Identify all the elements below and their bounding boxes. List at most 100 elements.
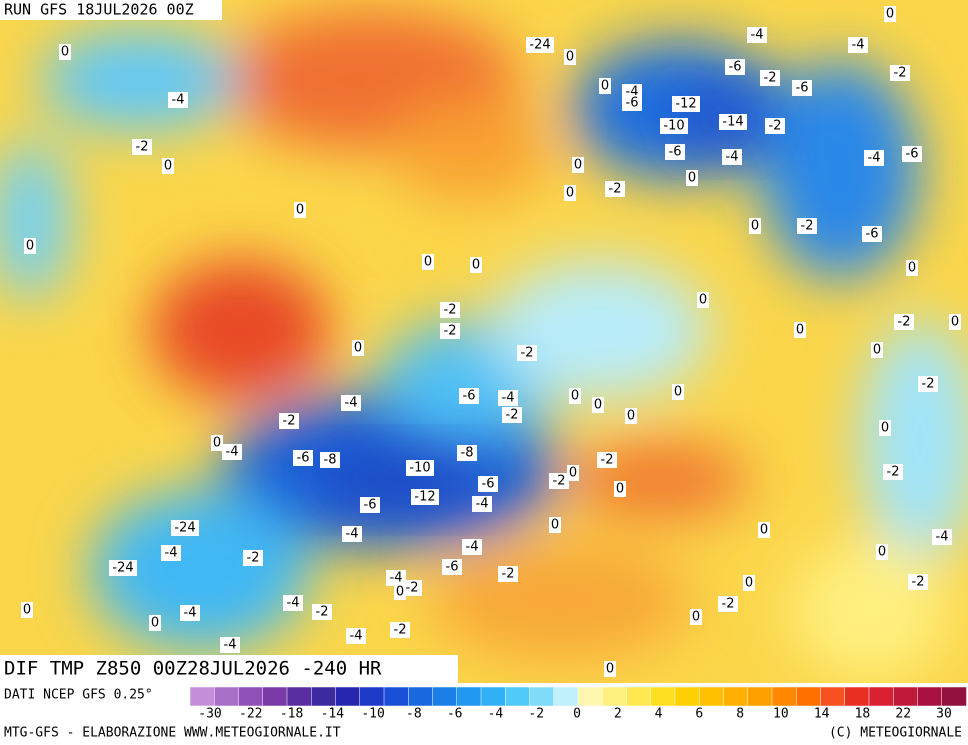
contour-label: 0: [422, 254, 434, 270]
legend-swatch: [723, 686, 749, 707]
contour-label-box: [848, 37, 868, 53]
contour-value: 0: [354, 341, 362, 356]
contour-label-box: [564, 49, 576, 65]
contour-label-box: [797, 218, 817, 234]
legend-swatch: [311, 686, 337, 707]
contour-value: -2: [506, 408, 519, 423]
contour-label: -4: [161, 545, 181, 561]
contour-label-box: [949, 314, 961, 330]
legend-swatch: [335, 686, 361, 707]
contour-label: -2: [549, 473, 569, 489]
contour-value: -12: [675, 97, 696, 112]
contour-value: -2: [394, 623, 407, 638]
contour-label-box: [890, 65, 910, 81]
contour-value: -4: [868, 151, 881, 166]
contour-label: -4: [462, 539, 482, 555]
contour-label-box: [749, 218, 761, 234]
contour-label-box: [132, 139, 152, 155]
contour-label-box: [502, 407, 522, 423]
contour-label-box: [743, 575, 755, 591]
contour-value: -6: [364, 498, 377, 513]
contour-value: 0: [674, 385, 682, 400]
contour-label: -4: [498, 390, 518, 406]
contour-value: 0: [424, 255, 432, 270]
contour-label: -6: [725, 59, 745, 75]
contour-label-box: [622, 95, 642, 111]
contour-value: -2: [898, 315, 911, 330]
contour-label: 0: [625, 408, 637, 424]
contour-value: -6: [446, 560, 459, 575]
contour-label: -12: [411, 489, 439, 505]
contour-label-box: [294, 202, 306, 218]
contour-label-box: [440, 302, 460, 318]
legend-label: 14: [814, 707, 830, 722]
legend-label: 8: [736, 707, 744, 722]
contour-label-box: [161, 545, 181, 561]
contour-value: -2: [722, 597, 735, 612]
contour-label-box: [470, 257, 482, 273]
contour-label-box: [498, 390, 518, 406]
contour-label: -2: [498, 566, 518, 582]
contour-label: -6: [360, 497, 380, 513]
contour-label-box: [665, 144, 685, 160]
contour-label-box: [21, 602, 33, 618]
contour-value: -2: [316, 605, 329, 620]
contour-label-box: [719, 114, 747, 130]
contour-label-box: [758, 522, 770, 538]
legend-swatch: [505, 686, 531, 707]
contour-label-box: [386, 570, 406, 586]
contour-label: 0: [352, 340, 364, 356]
legend-label: -8: [406, 707, 422, 722]
contour-label: -2: [918, 376, 938, 392]
contour-value: 0: [551, 518, 559, 533]
contour-label: 0: [567, 465, 579, 481]
legend-label: -22: [239, 707, 262, 722]
contour-value: 0: [396, 585, 404, 600]
contour-label-box: [876, 544, 888, 560]
contour-label-box: [718, 596, 738, 612]
contour-value: -4: [287, 596, 300, 611]
contour-label-box: [549, 473, 569, 489]
contour-label: 0: [599, 78, 611, 94]
contour-label: 0: [871, 342, 883, 358]
contour-value: -4: [165, 546, 178, 561]
contour-label: -2: [908, 574, 928, 590]
contour-label-box: [440, 323, 460, 339]
contour-value: -14: [722, 115, 743, 130]
contour-label-box: [459, 388, 479, 404]
contour-label: -4: [472, 496, 492, 512]
contour-label-box: [697, 292, 709, 308]
legend: -30 -22 -18 -14 -10 -8 -6 -4 -2 0 2 4 6 8 10 14 18 22 30: [189, 686, 967, 722]
contour-label: -4: [168, 92, 188, 108]
legend-label: -30: [198, 707, 221, 722]
contour-label-box: [794, 322, 806, 338]
contour-label-box: [293, 450, 313, 466]
legend-swatch: [383, 686, 409, 707]
contour-value: 0: [873, 343, 881, 358]
contour-label: 0: [149, 615, 161, 631]
contour-label-box: [894, 314, 914, 330]
legend-swatch: [820, 686, 846, 707]
contour-label: 0: [614, 481, 626, 497]
contour-value: -2: [912, 575, 925, 590]
contour-label-box: [879, 420, 891, 436]
contour-label-box: [597, 452, 617, 468]
contour-label: 0: [884, 6, 896, 22]
contour-label: -10: [660, 118, 688, 134]
contour-label: -2: [890, 65, 910, 81]
contour-value: -2: [444, 303, 457, 318]
contour-label: 0: [24, 238, 36, 254]
contour-label-box: [690, 609, 702, 625]
contour-value: 0: [886, 7, 894, 22]
contour-label: -2: [312, 604, 332, 620]
contour-label: 0: [564, 49, 576, 65]
header-box: [0, 0, 222, 20]
legend-swatch: [432, 686, 458, 707]
contour-label: -2: [243, 550, 263, 566]
contour-value: -4: [466, 540, 479, 555]
contour-label-box: [390, 622, 410, 638]
legend-swatch: [602, 686, 628, 707]
contour-value: -6: [729, 60, 742, 75]
contour-value: 0: [616, 482, 624, 497]
